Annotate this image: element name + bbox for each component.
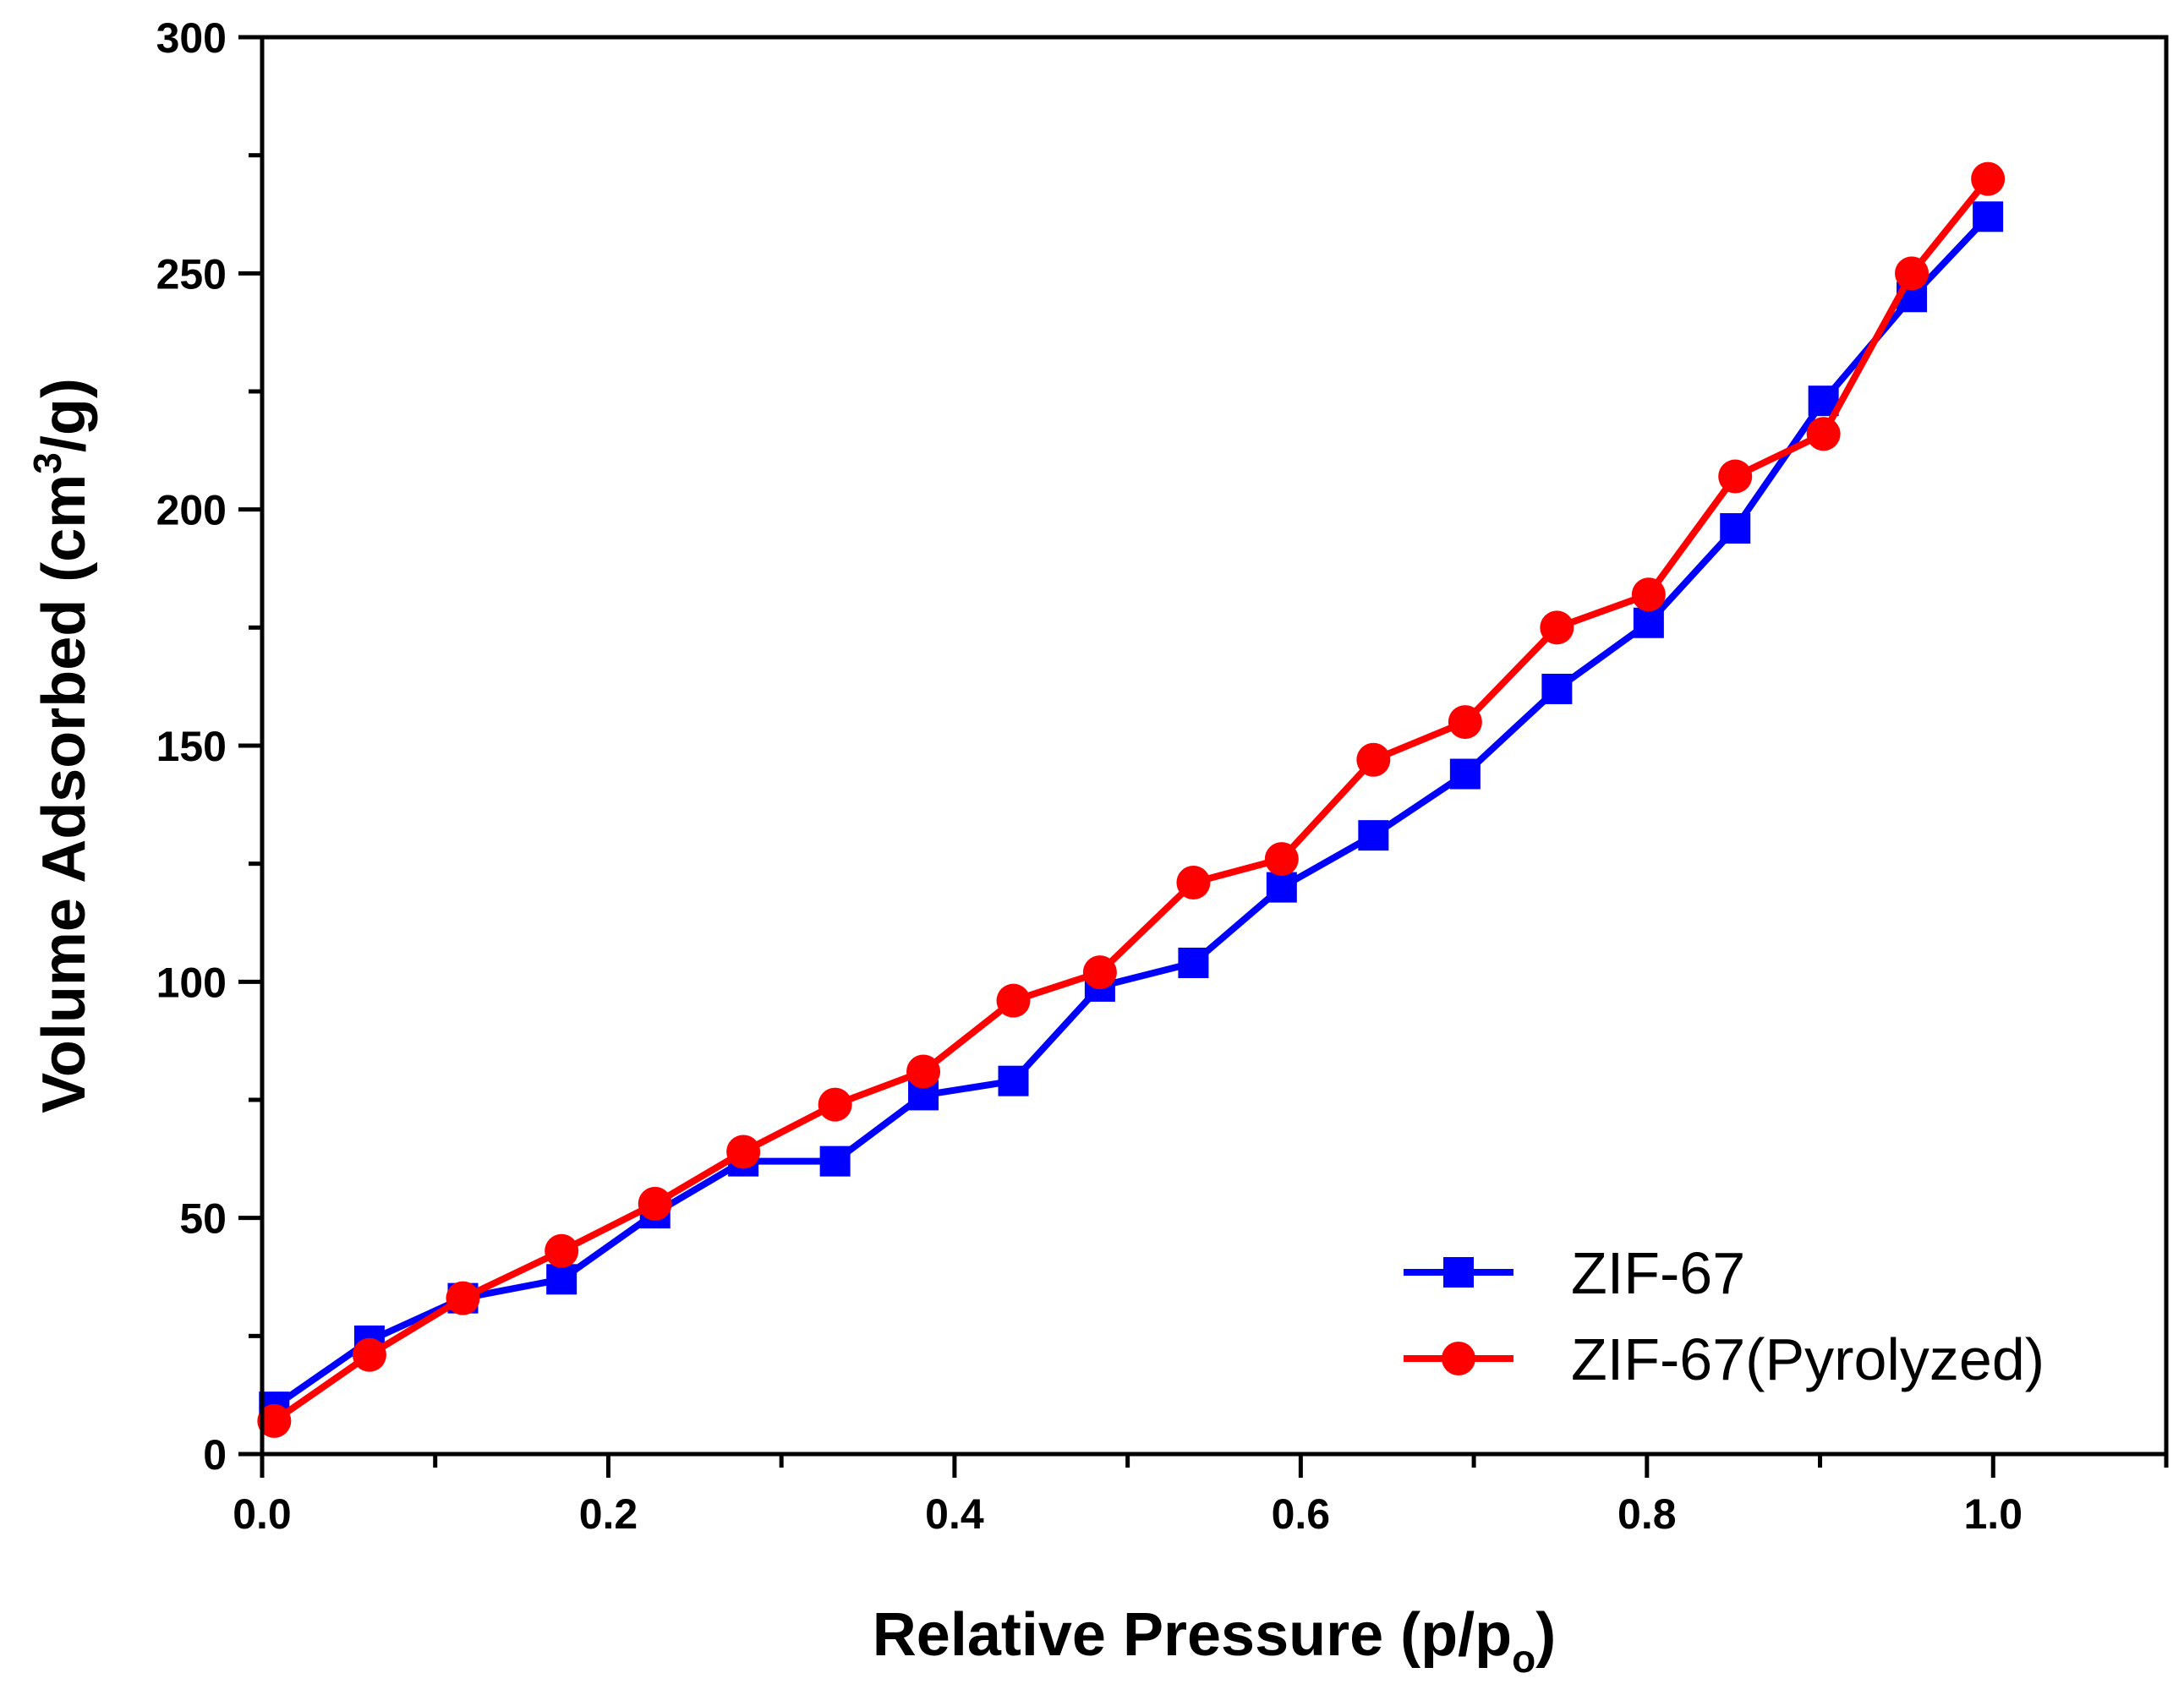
x-tick-label: 0.2: [579, 1490, 638, 1538]
data-point-zif-67: [1266, 872, 1297, 903]
data-point-zif-67-pyrolyzed: [1895, 256, 1929, 291]
data-point-zif-67-pyrolyzed: [906, 1054, 941, 1089]
legend: ZIF-67 ZIF-67(Pyrolyzed): [1404, 1240, 2044, 1392]
data-point-zif-67-pyrolyzed: [996, 983, 1031, 1018]
legend-marker-zif-67-pyrolyzed: [1442, 1342, 1475, 1375]
data-point-zif-67: [1358, 820, 1389, 851]
x-tick-label: 0.6: [1272, 1490, 1331, 1538]
data-point-zif-67-pyrolyzed: [1082, 955, 1117, 990]
x-tick-label: 0.8: [1617, 1490, 1677, 1538]
data-point-zif-67: [819, 1145, 851, 1177]
series-layer: [257, 161, 2006, 1438]
data-point-zif-67: [998, 1065, 1029, 1096]
y-axis-title-superscript: 3: [25, 452, 69, 474]
x-axis-title-end: ): [1535, 1601, 1556, 1669]
data-point-zif-67: [1449, 758, 1481, 790]
data-point-zif-67-pyrolyzed: [1631, 577, 1666, 612]
tick-labels-layer: 0.0 0.2 0.4 0.6 0.8 1.0 0 50 100 150 200 250 300: [156, 14, 2023, 1538]
legend-label-zif-67-pyrolyzed: ZIF-67(Pyrolyzed): [1571, 1326, 2044, 1392]
y-tick-label: 300: [156, 14, 227, 62]
y-tick-label: 250: [156, 250, 227, 298]
y-axis-title-end: /g): [30, 378, 98, 452]
data-point-zif-67: [1720, 513, 1751, 544]
data-point-zif-67: [1633, 607, 1664, 638]
data-point-zif-67-pyrolyzed: [1264, 842, 1299, 877]
x-axis-title-subscript: o: [1512, 1637, 1535, 1681]
data-point-zif-67-pyrolyzed: [726, 1135, 761, 1169]
data-point-zif-67: [546, 1264, 577, 1295]
x-tick-label: 0.0: [233, 1490, 292, 1538]
data-point-zif-67-pyrolyzed: [1971, 161, 2006, 196]
x-tick-label: 1.0: [1964, 1490, 2023, 1538]
x-tick-label: 0.4: [925, 1490, 984, 1538]
data-point-zif-67-pyrolyzed: [1540, 610, 1574, 645]
data-point-zif-67-pyrolyzed: [545, 1233, 579, 1268]
data-point-zif-67: [1178, 947, 1209, 978]
data-point-zif-67-pyrolyzed: [818, 1087, 852, 1122]
data-point-zif-67-pyrolyzed: [257, 1403, 292, 1438]
data-point-zif-67: [1541, 673, 1573, 704]
data-point-zif-67-pyrolyzed: [1718, 459, 1753, 494]
legend-marker-zif-67: [1443, 1257, 1474, 1288]
legend-label-zif-67: ZIF-67: [1571, 1240, 1745, 1306]
data-point-zif-67-pyrolyzed: [1806, 417, 1841, 451]
y-tick-label: 100: [156, 959, 227, 1006]
data-point-zif-67-pyrolyzed: [352, 1337, 386, 1372]
series-line-zif-67-pyrolyzed: [272, 177, 1991, 1424]
ticks-layer: [238, 35, 2169, 1478]
y-tick-label: 150: [156, 723, 227, 770]
data-point-zif-67-pyrolyzed: [1176, 866, 1211, 900]
y-tick-label: 0: [203, 1431, 227, 1479]
y-axis-title: Volume Adsorbed (cm3/g): [25, 378, 98, 1113]
y-tick-label: 50: [179, 1195, 227, 1243]
plot-frame: [260, 35, 2169, 1457]
data-point-zif-67-pyrolyzed: [1448, 705, 1482, 740]
data-point-zif-67-pyrolyzed: [638, 1186, 672, 1221]
series-line-zif-67: [272, 214, 1991, 1410]
x-axis-title: Relative Pressure (p/po): [873, 1601, 1556, 1681]
y-tick-label: 200: [156, 487, 227, 534]
data-point-zif-67-pyrolyzed: [446, 1281, 480, 1315]
data-point-zif-67: [1973, 201, 2004, 232]
data-point-zif-67-pyrolyzed: [1356, 742, 1391, 777]
